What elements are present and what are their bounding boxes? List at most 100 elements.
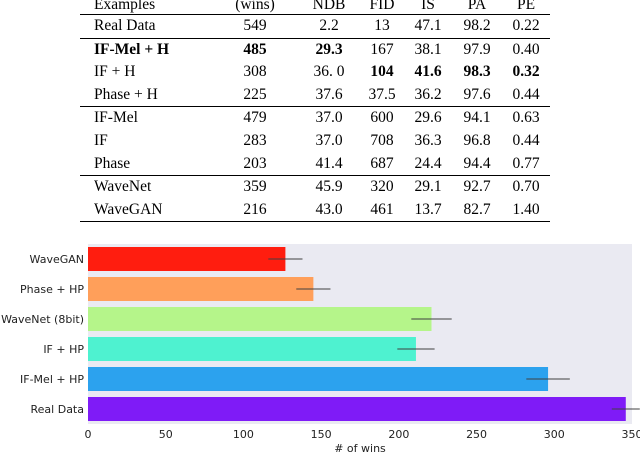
y-tick-label: WaveGAN (30, 253, 84, 266)
table-cell: 92.7 (463, 178, 491, 196)
column-header: Examples (94, 0, 156, 13)
table-cell: 13 (374, 17, 390, 34)
table-cell: 600 (370, 109, 394, 127)
table-cell: 320 (370, 178, 394, 196)
x-axis-label: # of wins (334, 442, 386, 454)
table-cell: Real Data (94, 17, 156, 34)
results-table: Examples (wins) NDB FID IS PA PE Real Da… (80, 0, 550, 222)
table-row: Phase + H 225 37.6 37.5 36.2 97.6 0.44 (80, 84, 550, 107)
table-cell: 37.5 (368, 85, 396, 103)
table-row: WaveNet 359 45.9 320 29.1 92.7 0.70 (80, 176, 550, 199)
table-cell: 0.40 (512, 40, 540, 58)
table-cell: 94.4 (463, 154, 491, 172)
table-cell: 37.0 (315, 109, 343, 127)
table-row: Real Data 549 2.2 13 47.1 98.2 0.22 (80, 15, 550, 39)
table-cell: 1.40 (512, 200, 540, 218)
column-header: NDB (312, 0, 346, 13)
x-tick-label: 150 (311, 428, 332, 441)
table-cell: 37.6 (315, 85, 343, 103)
bar (88, 367, 549, 391)
bar (88, 397, 626, 421)
table-cell: IF (94, 131, 108, 149)
table-cell: 461 (370, 200, 394, 218)
plot-background (88, 244, 632, 424)
y-tick-label: Real Data (31, 403, 84, 416)
y-tick-label: IF-Mel + HP (20, 373, 84, 386)
table-cell: 167 (370, 40, 394, 58)
table-cell: 29.6 (414, 109, 442, 127)
table-cell: 45.9 (315, 178, 343, 196)
table-cell: 283 (243, 131, 267, 149)
table-row: IF-Mel + H 485 29.3 167 38.1 97.9 0.40 (80, 38, 550, 61)
table-cell: 97.6 (463, 85, 491, 103)
table-cell: 359 (243, 178, 267, 196)
table-cell: IF + H (94, 63, 136, 81)
table-cell: 216 (243, 200, 267, 218)
table-cell: 225 (243, 85, 267, 103)
table-cell: 97.9 (463, 40, 491, 58)
bar (88, 337, 416, 361)
table-row: IF-Mel 479 37.0 600 29.6 94.1 0.63 (80, 107, 550, 130)
table-cell: 98.3 (463, 63, 491, 81)
table-cell: 29.1 (414, 178, 442, 196)
table-cell: 708 (370, 131, 394, 149)
bar (88, 247, 286, 271)
table-cell: 41.6 (414, 63, 442, 81)
table-cell: 0.44 (512, 85, 540, 103)
table-cell: 308 (243, 63, 267, 81)
x-tick-label: 250 (466, 428, 487, 441)
table-cell: 13.7 (414, 200, 442, 218)
table-cell: 2.2 (319, 17, 339, 34)
table-cell: 0.44 (512, 131, 540, 149)
bar (88, 277, 314, 301)
table-cell: 38.1 (414, 40, 442, 58)
table-cell: Phase (94, 154, 131, 172)
table-cell: 94.1 (463, 109, 491, 127)
table-row: Phase 203 41.4 687 24.4 94.4 0.77 (80, 153, 550, 176)
table-cell: 36.2 (414, 85, 442, 103)
x-tick-label: 350 (622, 428, 640, 441)
column-header: (wins) (235, 0, 275, 13)
column-header: IS (421, 0, 435, 13)
y-tick-label: WaveNet (8bit) (1, 313, 84, 326)
table-cell: 687 (370, 154, 394, 172)
table-cell: 203 (243, 154, 267, 172)
y-tick-label: IF + HP (43, 343, 84, 356)
column-header: PE (516, 0, 536, 13)
table-cell: 485 (243, 40, 267, 58)
table-cell: 96.8 (463, 131, 491, 149)
table-cell: Phase + H (94, 85, 158, 103)
table-cell: 37.0 (315, 131, 343, 149)
x-tick-label: 300 (544, 428, 565, 441)
table-cell: 0.32 (512, 63, 540, 81)
table-row: IF 283 37.0 708 36.3 96.8 0.44 (80, 130, 550, 153)
table-cell: 104 (370, 63, 394, 81)
table-cell: 0.22 (512, 17, 540, 34)
wins-bar-chart: WaveGAN Phase + HP WaveNet (8bit) IF + HP IF… (1, 244, 640, 454)
table-cell: 36.3 (414, 131, 442, 149)
column-header: FID (369, 0, 395, 13)
column-header: PA (467, 0, 487, 13)
table-cell: IF-Mel (94, 109, 138, 127)
x-tick-label: 0 (85, 428, 92, 441)
table-cell: WaveGAN (94, 200, 163, 218)
table-cell: 41.4 (315, 154, 343, 172)
y-tick-label: Phase + HP (20, 283, 84, 296)
table-cell: 0.70 (512, 178, 540, 196)
table-cell: 47.1 (414, 17, 442, 34)
table-cell: 29.3 (315, 40, 343, 58)
table-row: WaveGAN 216 43.0 461 13.7 82.7 1.40 (80, 199, 550, 222)
table-body: Real Data 549 2.2 13 47.1 98.2 0.22 IF-Mel + H 4… (80, 15, 550, 222)
x-tick-label: 200 (388, 428, 409, 441)
table-cell: 82.7 (463, 200, 491, 218)
table-cell: 549 (243, 17, 267, 34)
bar (88, 307, 432, 331)
table-cell: 479 (243, 109, 267, 127)
table-row: IF + H 308 36. 0 104 41.6 98.3 0.32 (80, 61, 550, 84)
table-cell: 0.77 (512, 154, 540, 172)
table-cell: WaveNet (94, 178, 152, 196)
table-cell: 36. 0 (313, 63, 345, 81)
table-cell: 98.2 (463, 17, 491, 34)
x-tick-label: 100 (233, 428, 254, 441)
table-cell: 24.4 (414, 154, 442, 172)
